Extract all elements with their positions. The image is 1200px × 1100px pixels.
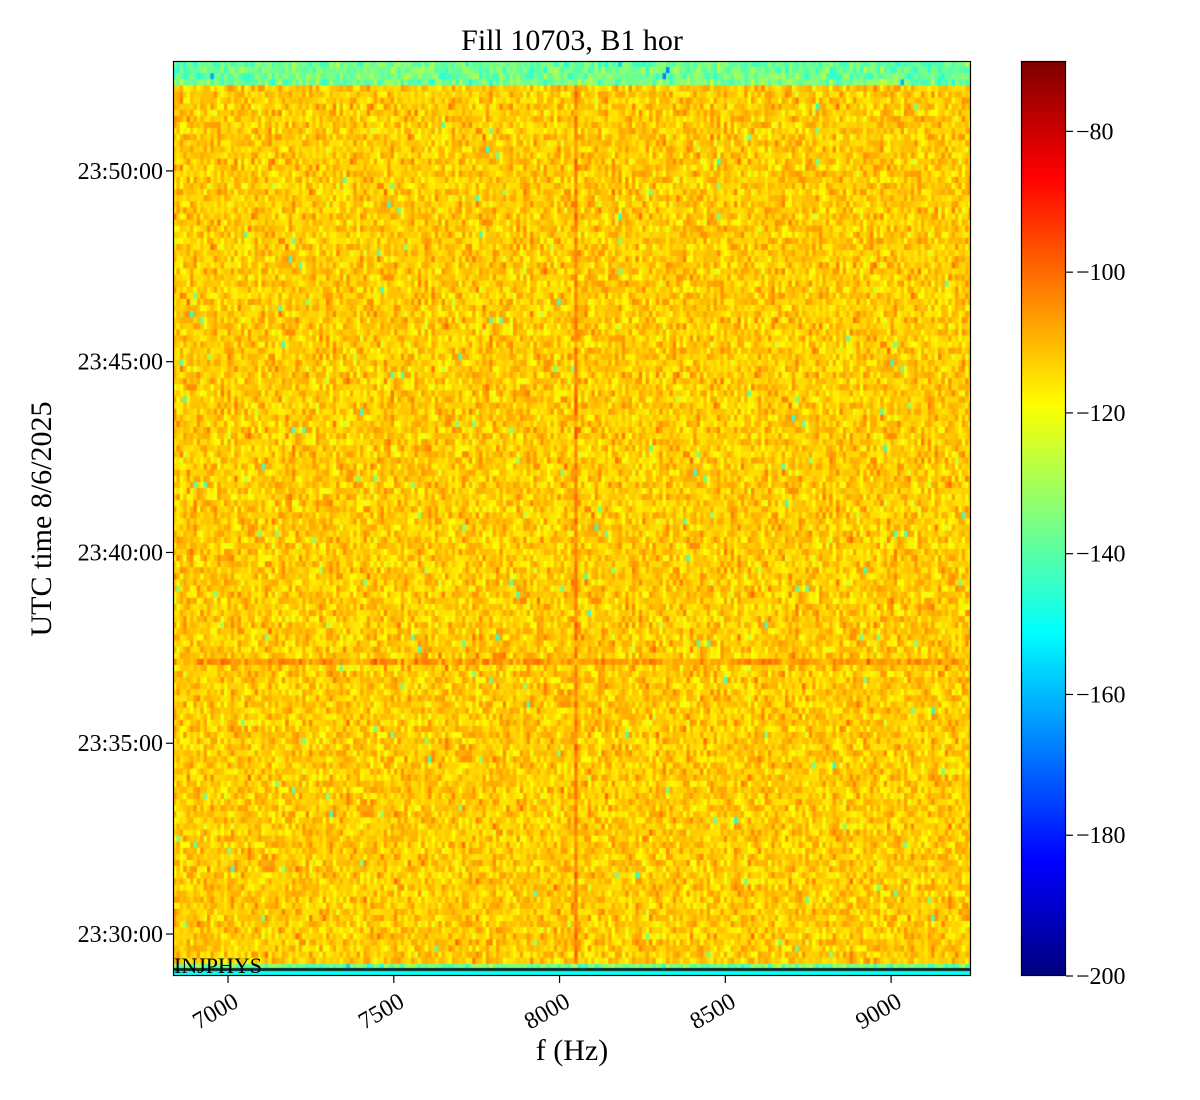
- spectrogram-heatmap: [173, 61, 971, 976]
- x-tick-label: 7000: [188, 989, 243, 1036]
- colorbar-gradient: [1021, 61, 1066, 976]
- x-tick-label: 8000: [520, 989, 575, 1036]
- x-tick-label: 9000: [852, 989, 907, 1036]
- x-tick-label: 8500: [686, 989, 741, 1036]
- x-tick-label: 7500: [354, 989, 409, 1036]
- colorbar-tick-label: −200: [1076, 964, 1126, 990]
- y-tick-label: 23:40:00: [78, 540, 163, 566]
- colorbar-tick-label: −80: [1076, 119, 1114, 145]
- y-tick-label: 23:35:00: [78, 731, 163, 757]
- plot-frame: [172, 60, 972, 977]
- y-tick-label: 23:45:00: [78, 350, 163, 376]
- y-tick-label: 23:50:00: [78, 159, 163, 185]
- chart-title: Fill 10703, B1 hor: [461, 24, 683, 57]
- colorbar-tick-label: −180: [1076, 823, 1126, 849]
- colorbar-frame: [1020, 60, 1067, 977]
- injphys-annotation: INJPHYS: [174, 953, 262, 978]
- colorbar-tick-label: −160: [1076, 682, 1126, 708]
- colorbar-tick-label: −120: [1076, 401, 1126, 427]
- colorbar-tick-label: −100: [1076, 260, 1126, 286]
- colorbar-tick-label: −140: [1076, 542, 1126, 568]
- x-axis-label: f (Hz): [535, 1034, 609, 1067]
- y-tick-label: 23:30:00: [78, 922, 163, 948]
